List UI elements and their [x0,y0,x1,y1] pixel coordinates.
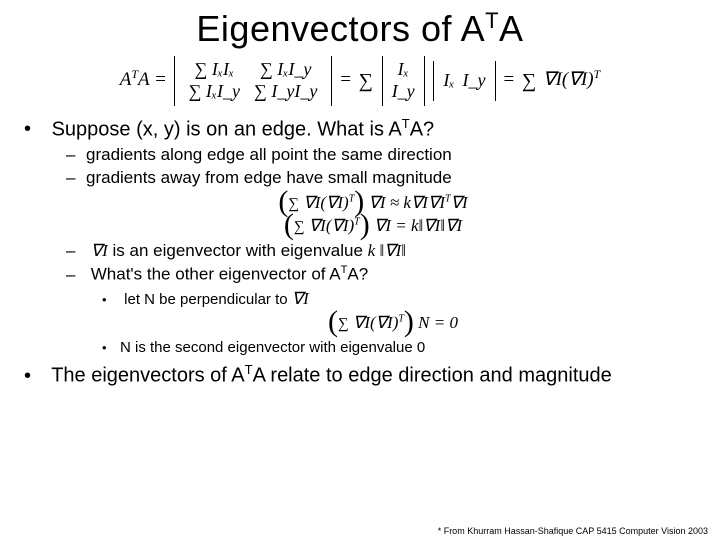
sub-list-2: ∇I is an eigenvector with eigenvalue k ‖… [86,241,700,356]
bullet-eigenvectors-relate: The eigenvectors of ATA relate to edge d… [46,362,700,388]
bullet-suppose: Suppose (x, y) is on an edge. What is AT… [46,116,700,356]
sub-gradients-along: gradients along edge all point the same … [86,145,700,165]
bullet1-tail: A? [410,118,434,140]
subsub1-text: let N be perpendicular to [124,291,292,308]
bullet2-sup: T [245,362,253,377]
bullet2-text: The eigenvectors of A [51,365,244,387]
title-main: Eigenvectors of A [196,8,485,49]
eq1-m10: ∑ IₓI_y [183,82,246,102]
sub3-kv: k ‖∇I‖ [368,241,406,260]
sub-other-eigenvector: What's the other eigenvector of ATA? let… [86,264,700,356]
grad-i-1: ∇I [91,241,108,260]
footer-citation: * From Khurram Hassan-Shafique CAP 5415 … [438,526,708,536]
equation-1: ATA = ∑ IₓIₓ ∑ IₓI_y ∑ IₓI_y ∑ I_yI_y = … [20,56,700,106]
bullet-list-1: Suppose (x, y) is on an edge. What is AT… [46,116,700,388]
title-sup: T [485,8,499,33]
eq1-col0: Iₓ [389,60,418,80]
sub3-mid: is an eigenvector with eigenvalue [108,241,368,260]
slide: Eigenvectors of ATA ATA = ∑ IₓIₓ ∑ IₓI_y… [0,0,720,540]
subsub-n-second: N is the second eigenvector with eigenva… [120,339,700,356]
eq1-m00: ∑ IₓIₓ [183,60,246,80]
equation-3: (∑ ∇I(∇I)T) N = 0 [86,313,700,333]
sub4-text: What's the other eigenvector of A [91,265,341,284]
eq1-rowvec: Iₓ I_y [433,61,495,101]
bullet1-text: Suppose (x, y) is on an edge. What is A [52,118,402,140]
eq1-m11: ∑ I_yI_y [248,82,323,102]
sub-eigenvector: ∇I is an eigenvector with eigenvalue k ‖… [86,241,700,261]
sigma-icon: ∑ [359,70,373,92]
eq2-l1-rsup: T [445,194,451,205]
eq1-m01: ∑ IₓI_y [248,60,323,80]
bullet2-tail: A relate to edge direction and magnitude [253,365,612,387]
subsub1-tail: ∇I [292,289,309,308]
eq1-lhs-sup: T [131,67,138,81]
eq1-rhs-sup: T [594,67,601,81]
eq1-colvec: Iₓ I_y [382,56,425,106]
eq1-matrix: ∑ IₓIₓ ∑ IₓI_y ∑ IₓI_y ∑ I_yI_y [174,56,333,106]
eq1-row1: I_y [460,71,489,91]
sub4-tail: A? [347,265,368,284]
slide-title: Eigenvectors of ATA [20,8,700,50]
sigma-icon-2: ∑ [522,70,536,92]
equation-2: (∑ ∇I(∇I)T) ∇I ≈ k∇I∇IT∇I (∑ ∇I(∇I)T) ∇I… [46,192,700,237]
eq1-row0: Iₓ [440,71,457,91]
eq1-col1: I_y [389,82,418,102]
sub-list-1: gradients along edge all point the same … [86,145,700,188]
title-tail: A [499,8,524,49]
bullet1-sup: T [402,116,410,131]
subsub-list-2: N is the second eigenvector with eigenva… [120,339,700,356]
sub-gradients-away: gradients away from edge have small magn… [86,168,700,188]
